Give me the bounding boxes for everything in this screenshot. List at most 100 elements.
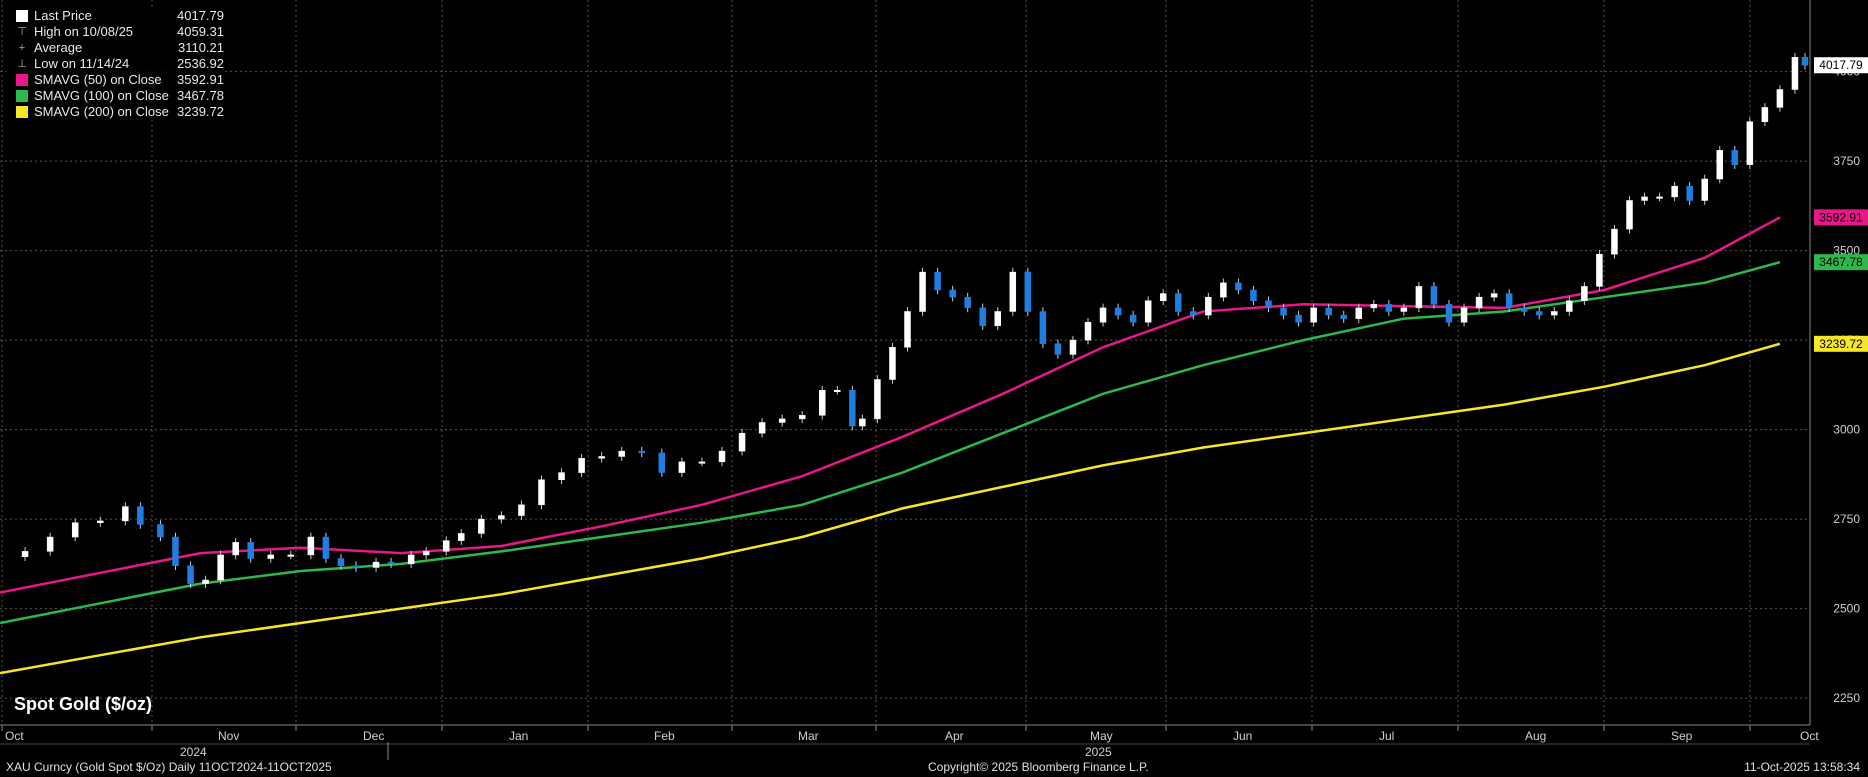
candle-body <box>1536 311 1543 316</box>
x-month-label: Mar <box>798 729 819 743</box>
legend-value: 4059.31 <box>177 24 224 39</box>
candle-body <box>658 452 666 473</box>
legend-label: Average <box>34 40 83 55</box>
legend-swatch <box>16 106 28 118</box>
candle-body <box>1069 339 1077 355</box>
legend-value: 4017.79 <box>177 8 224 23</box>
legend-row: ⊥ Low on 11/14/24 2536.92 <box>6 56 224 72</box>
candle-body <box>232 542 239 556</box>
candle-body <box>217 554 224 581</box>
candle-body <box>1144 300 1152 323</box>
candle-body <box>518 504 525 516</box>
value-label-text: 3467.78 <box>1819 255 1863 269</box>
x-month-label: Sep <box>1671 729 1693 743</box>
legend-swatch <box>16 10 28 22</box>
candle-body <box>1776 89 1784 108</box>
candle-body <box>1024 271 1032 312</box>
value-label-box <box>1814 57 1868 74</box>
x-month-label: Nov <box>218 729 239 743</box>
x-year-label: 2025 <box>1085 745 1112 759</box>
candle-body <box>1626 200 1633 230</box>
y-tick-label: 2750 <box>1833 512 1860 526</box>
legend-label: High on 10/08/25 <box>34 24 134 39</box>
candle-body <box>1084 321 1092 341</box>
right-value-labels: 4017.79 3592.91 3467.78 3239.72 <box>1814 57 1868 352</box>
legend-swatch <box>16 90 28 102</box>
candle-body <box>1566 300 1573 312</box>
value-label-text: 3239.72 <box>1819 337 1863 351</box>
sma-line <box>0 342 1781 675</box>
value-label-box <box>1814 254 1868 271</box>
candle-body <box>904 311 911 348</box>
candle-body <box>157 524 164 538</box>
x-month-label: Jul <box>1379 729 1394 743</box>
candle-body <box>1009 271 1017 312</box>
candle-body <box>558 472 565 481</box>
x-year-label: 2024 <box>180 745 207 759</box>
chart-title: Spot Gold ($/oz) <box>14 694 152 714</box>
x-month-label: Jun <box>1233 729 1252 743</box>
legend-label: SMAVG (50) on Close <box>34 72 162 87</box>
y-tick-label: 3500 <box>1833 244 1860 258</box>
candle-body <box>979 307 986 327</box>
legend-value: 3467.78 <box>177 88 224 103</box>
x-month-label: Oct <box>1800 729 1819 743</box>
candle-body <box>1205 296 1212 316</box>
candle-body <box>498 515 505 520</box>
candle-body <box>422 551 430 556</box>
candle-body <box>172 536 179 566</box>
candle-body <box>21 551 29 557</box>
footer-copyright: Copyright© 2025 Bloomberg Finance L.P. <box>928 760 1149 774</box>
legend-row: Last Price 4017.79 <box>6 8 224 24</box>
candle-body <box>919 271 926 312</box>
candle-body <box>97 520 104 523</box>
candle-body <box>287 554 295 557</box>
value-label-text: 4017.79 <box>1819 58 1863 72</box>
candle-body <box>1596 253 1603 287</box>
candle-body <box>1716 150 1724 180</box>
candle-body <box>372 561 380 568</box>
legend: Last Price 4017.79 ⊤ High on 10/08/25 4059.3… <box>6 8 224 120</box>
legend-value: 2536.92 <box>177 56 224 71</box>
candle-body <box>1791 57 1799 90</box>
candle-body <box>1551 311 1558 316</box>
candle-body <box>964 296 971 309</box>
legend-row: ⊤ High on 10/08/25 4059.31 <box>6 24 224 40</box>
candle-body <box>1325 307 1332 316</box>
candle-body <box>738 432 746 452</box>
candle-body <box>1641 196 1648 201</box>
y-tick-label: 2250 <box>1833 691 1860 705</box>
legend-swatch <box>16 74 28 86</box>
legend-label: SMAVG (200) on Close <box>34 104 169 119</box>
candle-body <box>352 565 360 568</box>
x-month-label: Aug <box>1525 729 1546 743</box>
candle-body <box>1671 185 1678 198</box>
candle-body <box>1250 289 1257 301</box>
candle-body <box>307 536 315 556</box>
candle-body <box>1445 304 1453 323</box>
y-axis: 22502500275030003250350037504000 <box>1809 0 1860 725</box>
legend-marker-icon: + <box>18 42 26 54</box>
candle-body <box>758 422 766 434</box>
candle-body <box>778 418 786 423</box>
candle-body <box>1505 293 1513 309</box>
candle-body <box>1370 304 1378 309</box>
candle-body <box>638 450 646 454</box>
candle-body <box>1761 107 1769 122</box>
candle-body <box>137 506 144 525</box>
value-label-box <box>1814 209 1868 226</box>
value-label-text: 3592.91 <box>1819 210 1863 224</box>
candle-body <box>889 347 896 380</box>
candle-body <box>458 533 465 541</box>
candle-body <box>1430 286 1438 305</box>
legend-value: 3592.91 <box>177 72 224 87</box>
legend-row: + Average 3110.21 <box>6 40 224 56</box>
candle-body <box>949 289 956 298</box>
legend-value: 3110.21 <box>177 40 224 55</box>
candle-body <box>1114 307 1122 316</box>
candle-body <box>598 456 605 459</box>
candle-body <box>267 554 274 559</box>
legend-row: SMAVG (50) on Close 3592.91 <box>6 72 224 88</box>
legend-marker-icon: ⊤ <box>17 26 27 38</box>
x-month-label: Oct <box>5 729 24 743</box>
